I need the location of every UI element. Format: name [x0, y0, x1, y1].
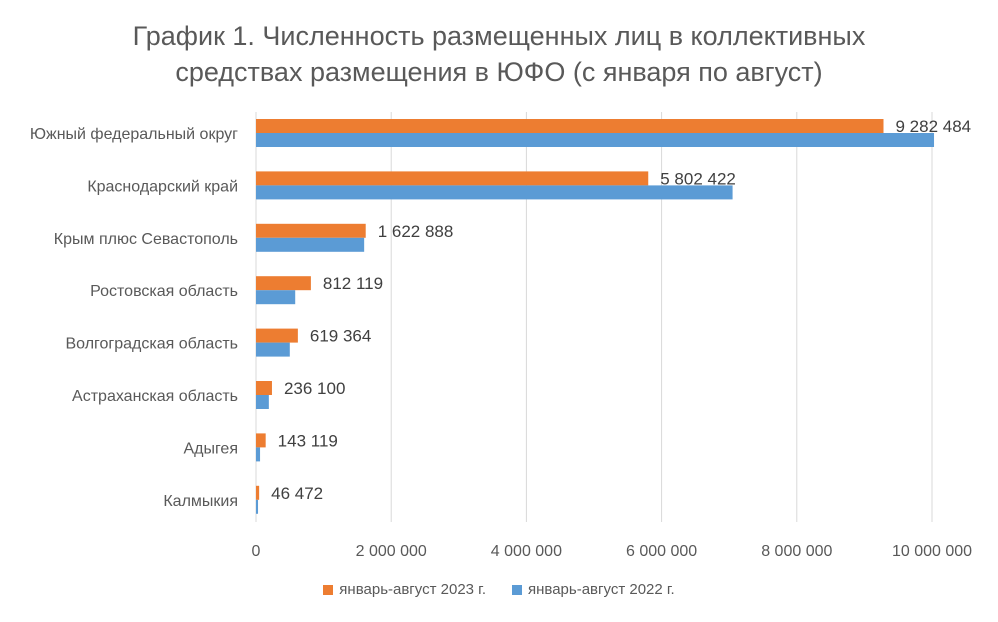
data-label-2023: 9 282 484 — [895, 117, 971, 136]
bar-2023 — [256, 171, 649, 186]
bar-2022 — [256, 290, 296, 305]
bar-2022 — [256, 447, 261, 462]
x-tick-label: 4 000 000 — [491, 543, 562, 560]
category-label: Ростовская область — [90, 283, 238, 300]
bar-2022 — [256, 237, 365, 252]
data-label-2023: 5 802 422 — [660, 169, 736, 188]
category-label: Астраханская область — [72, 388, 238, 405]
x-tick-label: 10 000 000 — [892, 543, 972, 560]
legend-label-2023: январь-август 2023 г. — [339, 581, 486, 598]
labels: 0 2 000 000 4 000 000 6 000 000 8 000 000 10 … — [30, 117, 972, 560]
legend-item-2022: январь-август 2022 г. — [512, 581, 675, 598]
x-tick-label: 2 000 000 — [356, 543, 427, 560]
bar-2023 — [256, 223, 366, 238]
x-tick-label: 8 000 000 — [761, 543, 832, 560]
bar-2022 — [256, 342, 290, 357]
chart-title-line-1: График 1. Численность размещенных лиц в … — [132, 21, 866, 51]
category-label: Адыгея — [183, 440, 238, 457]
data-label-2023: 619 364 — [310, 327, 371, 346]
bar-2023 — [256, 381, 272, 395]
bar-2022 — [256, 185, 733, 200]
x-tick-label: 6 000 000 — [626, 543, 697, 560]
x-tick-label: 0 — [252, 543, 261, 560]
bar-2023 — [256, 119, 884, 133]
bar-2023 — [256, 485, 260, 500]
data-label-2023: 1 622 888 — [378, 222, 454, 241]
bar-2023 — [256, 276, 311, 291]
data-label-2023: 236 100 — [284, 379, 345, 398]
legend-item-2023: январь-август 2023 г. — [323, 581, 486, 598]
chart-title-line-2: средствах размещения в ЮФО (с января по … — [175, 57, 823, 87]
category-label: Калмыкия — [163, 493, 238, 510]
data-label-2023: 812 119 — [323, 274, 383, 293]
legend-label-2022: январь-август 2022 г. — [528, 581, 675, 598]
category-label: Южный федеральный округ — [30, 126, 238, 143]
bar-2022 — [256, 133, 935, 147]
data-label-2023: 143 119 — [278, 431, 338, 450]
category-label: Краснодарский край — [87, 178, 238, 195]
bar-2022 — [256, 395, 269, 409]
bar-2022 — [256, 499, 259, 514]
bar-2023 — [256, 433, 266, 448]
legend-swatch-2022 — [512, 584, 522, 595]
data-label-2023: 46 472 — [271, 484, 323, 503]
legend: январь-август 2023 г. январь-август 2022… — [0, 581, 998, 598]
category-label: Крым плюс Севастополь — [54, 231, 238, 248]
legend-swatch-2023 — [323, 584, 334, 595]
bars — [256, 119, 935, 514]
chart-title: График 1. Численность размещенных лиц в … — [0, 18, 998, 90]
category-label: Волгоградская область — [65, 336, 238, 353]
bar-2023 — [256, 328, 298, 343]
